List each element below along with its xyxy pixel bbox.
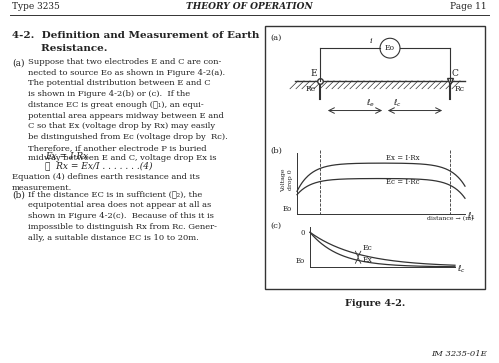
Text: distance → (m): distance → (m) xyxy=(427,216,473,221)
Text: Eo: Eo xyxy=(283,204,292,212)
Text: E: E xyxy=(311,69,317,78)
Text: Ec: Ec xyxy=(362,244,372,252)
Text: (a): (a) xyxy=(270,34,281,42)
Text: Ex: Ex xyxy=(362,256,372,264)
Text: Figure 4-2.: Figure 4-2. xyxy=(345,299,405,308)
Text: $\ell_1$: $\ell_1$ xyxy=(467,211,476,222)
Text: Ec = I·Rc: Ec = I·Rc xyxy=(386,179,420,187)
Text: Type 3235: Type 3235 xyxy=(12,1,60,11)
Text: (a): (a) xyxy=(12,58,24,67)
Text: Ex = I·Rx: Ex = I·Rx xyxy=(386,154,420,162)
Text: (b): (b) xyxy=(270,147,282,155)
Text: Equation (4) defines earth resistance and its
measurement.: Equation (4) defines earth resistance an… xyxy=(12,173,200,192)
Text: C: C xyxy=(452,69,459,78)
Text: Eo: Eo xyxy=(385,44,395,52)
Text: Ex = I·Rx: Ex = I·Rx xyxy=(45,152,88,161)
Text: 4-2.  Definition and Measurement of Earth
        Resistance.: 4-2. Definition and Measurement of Earth… xyxy=(12,31,259,53)
Text: $\ell_e$: $\ell_e$ xyxy=(366,97,374,109)
Text: Eo: Eo xyxy=(296,257,305,265)
Text: Page 11: Page 11 xyxy=(451,1,487,11)
Text: $\ell_c$: $\ell_c$ xyxy=(393,97,401,109)
Text: i: i xyxy=(370,37,373,45)
Text: 0: 0 xyxy=(300,229,305,237)
Text: THEORY OF OPERATION: THEORY OF OPERATION xyxy=(186,1,312,11)
Text: Suppose that two electrodes E and C are con-
nected to source Eo as shown in Fig: Suppose that two electrodes E and C are … xyxy=(28,58,228,162)
Text: Rc: Rc xyxy=(455,85,465,93)
Text: IM 3235-01E: IM 3235-01E xyxy=(431,350,487,358)
Text: Voltage
drop 0: Voltage drop 0 xyxy=(281,168,292,192)
Text: (b): (b) xyxy=(12,191,25,200)
Text: $\ell_c$: $\ell_c$ xyxy=(457,263,466,275)
Bar xyxy=(265,26,485,289)
Text: (c): (c) xyxy=(270,221,281,229)
Text: If the distance EC is in sufficient (ℓ₂), the
equipotential area does not appear: If the distance EC is in sufficient (ℓ₂)… xyxy=(28,191,217,241)
Text: Re: Re xyxy=(306,85,316,93)
Text: ∴  Rx = Ex/I . . . . . . .(4): ∴ Rx = Ex/I . . . . . . .(4) xyxy=(45,161,153,170)
